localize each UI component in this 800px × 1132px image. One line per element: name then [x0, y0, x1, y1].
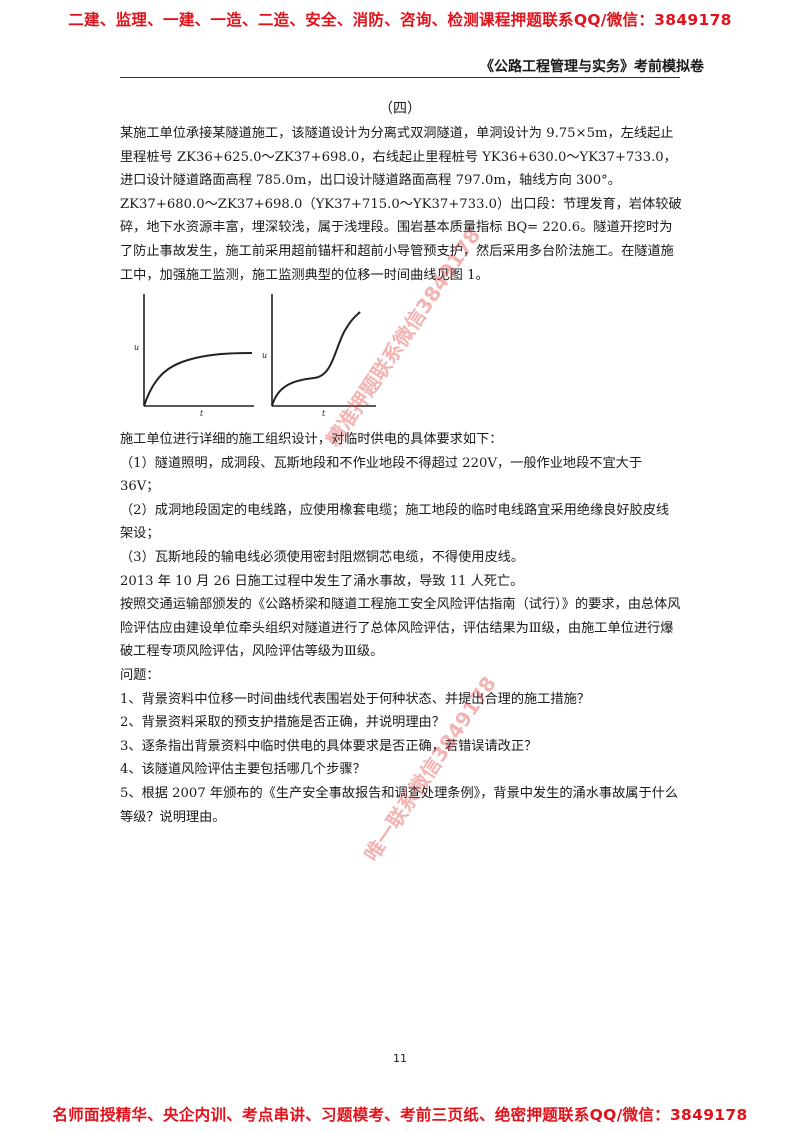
right-x-label: t — [322, 409, 326, 418]
bottom-banner: 名师面授精华、央企内训、考点串讲、习题模考、考前三页纸、绝密押题联系QQ/微信：… — [52, 1106, 748, 1124]
question-item: 1、背景资料中位移一时间曲线代表围岩处于何种状态、并提出合理的施工措施？ — [120, 691, 590, 707]
risk-paragraph: 按照交通运输部颁发的《公路桥梁和隧道工程施工安全风险评估指南（试行）》的要求，由… — [120, 597, 681, 660]
question-item: 4、该隧道风险评估主要包括哪几个步骤？ — [120, 762, 366, 778]
left-curve — [143, 352, 253, 407]
right-y-label: u — [262, 351, 267, 360]
content-block: 施工单位进行详细的施工组织设计，对临时供电的具体要求如下： （1）隧道照明，成洞… — [120, 428, 682, 829]
power-item-2: （2）成洞地段固定的电线路，应使用橡套电缆；施工地段的临时电线路宜采用绝缘良好胶… — [120, 502, 670, 542]
question-item: 2、背景资料采取的预支护措施是否正确，并说明理由？ — [120, 715, 445, 731]
question-item: 3、逐条指出背景资料中临时供电的具体要求是否正确，若错误请改正？ — [120, 738, 538, 754]
displacement-time-figure: u t u t — [134, 294, 376, 418]
power-item-3: （3）瓦斯地段的输电线必须使用密封阻燃铜芯电缆，不得使用皮线。 — [120, 549, 525, 565]
intro-block: 某施工单位承接某隧道施工，该隧道设计为分离式双洞隧道，单洞设计为 9.75×5m… — [120, 122, 682, 287]
power-intro: 施工单位进行详细的施工组织设计，对临时供电的具体要求如下： — [120, 432, 503, 447]
accident-line: 2013 年 10 月 26 日施工过程中发生了涌水事故，导致 11 人死亡。 — [120, 573, 524, 589]
section-number: （四） — [379, 101, 421, 117]
power-item-1: （1）隧道照明，成洞段、瓦斯地段和不作业地段不得超过 220V，一般作业地段不宜… — [120, 455, 643, 495]
header-rule — [120, 77, 680, 78]
right-curve-chart — [271, 294, 376, 407]
questions-label: 问题： — [120, 667, 160, 683]
page-number: 11 — [393, 1052, 407, 1065]
left-curve-chart — [143, 294, 254, 407]
header-title: 《公路工程管理与实务》考前模拟卷 — [480, 59, 704, 75]
right-curve — [271, 311, 361, 407]
left-x-label: t — [200, 409, 204, 418]
question-item: 5、根据 2007 年颁布的《生产安全事故报告和调查处理条例》，背景中发生的涌水… — [120, 785, 679, 825]
top-banner: 二建、监理、一建、一造、二造、安全、消防、咨询、检测课程押题联系QQ/微信：38… — [68, 11, 732, 29]
left-y-label: u — [134, 343, 139, 352]
intro-paragraph: 某施工单位承接某隧道施工，该隧道设计为分离式双洞隧道，单洞设计为 9.75×5m… — [120, 126, 682, 283]
